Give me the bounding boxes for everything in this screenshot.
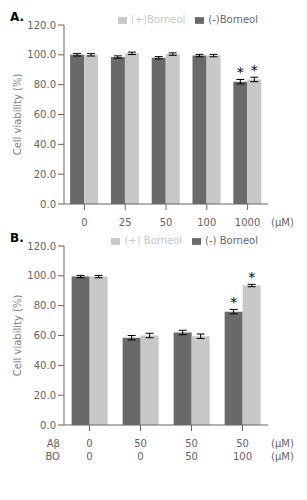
svg-text:100: 100: [233, 451, 252, 462]
svg-text:120.0: 120.0: [27, 20, 56, 31]
svg-text:100.0: 100.0: [27, 49, 56, 60]
svg-text:0.0: 0.0: [40, 420, 56, 431]
svg-text:120.0: 120.0: [27, 241, 56, 252]
svg-text:Cell viability (%): Cell viability (%): [12, 74, 23, 156]
svg-text:*: *: [248, 269, 255, 285]
svg-text:*: *: [237, 64, 244, 80]
html-text:(+)Borneol: (+)Borneol: [130, 14, 186, 25]
svg-text:50: 50: [134, 438, 147, 449]
html-text:B.: B.: [10, 231, 24, 245]
svg-text:80.0: 80.0: [34, 300, 56, 311]
html-text:A.: A.: [10, 10, 25, 24]
svg-text:50: 50: [236, 438, 249, 449]
svg-text:(μM): (μM): [271, 451, 294, 462]
svg-text:1000: 1000: [235, 217, 260, 228]
svg-text:0.0: 0.0: [40, 199, 56, 210]
svg-text:(μM): (μM): [271, 438, 294, 449]
svg-text:Cell viability (%): Cell viability (%): [12, 295, 23, 377]
svg-text:40.0: 40.0: [34, 139, 56, 150]
svg-text:100.0: 100.0: [27, 270, 56, 281]
svg-text:Aβ: Aβ: [47, 438, 60, 449]
svg-text:20.0: 20.0: [34, 390, 56, 401]
svg-text:0: 0: [137, 451, 143, 462]
svg-text:BO: BO: [45, 451, 60, 462]
svg-text:60.0: 60.0: [34, 109, 56, 120]
html-text:(+) Borneol: (+) Borneol: [124, 235, 183, 246]
svg-text:0: 0: [81, 217, 87, 228]
svg-text:20.0: 20.0: [34, 169, 56, 180]
svg-text:50: 50: [185, 451, 198, 462]
html-text:(-) Borneol: (-) Borneol: [205, 235, 258, 246]
svg-text:50: 50: [160, 217, 173, 228]
svg-text:0: 0: [86, 451, 92, 462]
html-text:(-)Borneol: (-)Borneol: [208, 14, 258, 25]
svg-text:*: *: [251, 62, 258, 78]
svg-text:40.0: 40.0: [34, 360, 56, 371]
svg-text:100: 100: [197, 217, 216, 228]
svg-text:(μM): (μM): [271, 217, 294, 228]
svg-text:0: 0: [86, 438, 92, 449]
svg-text:80.0: 80.0: [34, 79, 56, 90]
svg-text:60.0: 60.0: [34, 330, 56, 341]
svg-text:*: *: [230, 294, 237, 310]
svg-text:50: 50: [185, 438, 198, 449]
svg-text:25: 25: [119, 217, 132, 228]
